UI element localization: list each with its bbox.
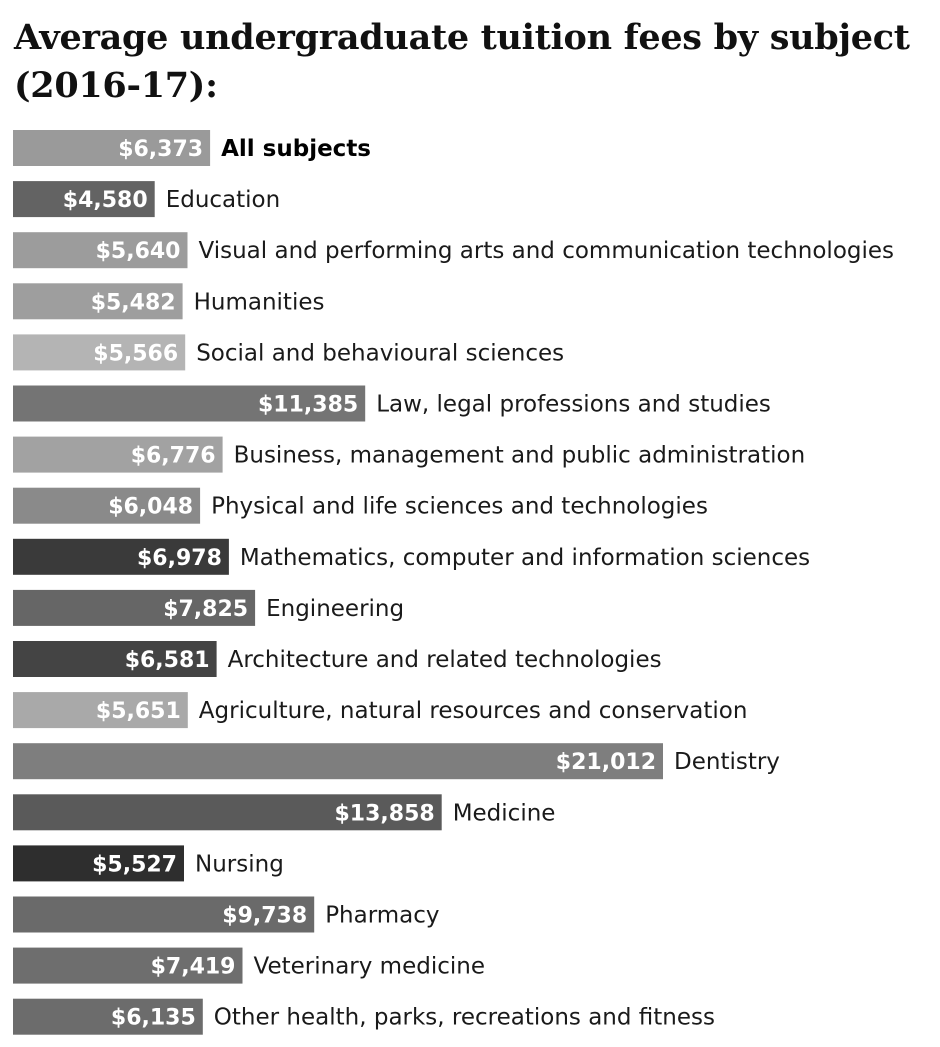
bar: [13, 845, 184, 882]
bar-value-label: $4,580: [63, 188, 148, 213]
category-label: Pharmacy: [325, 903, 439, 929]
bar: [13, 896, 315, 933]
bar-value-label: $7,825: [163, 597, 248, 622]
category-label: Social and behavioural sciences: [196, 340, 564, 366]
category-label: Veterinary medicine: [254, 954, 485, 980]
bar-value-label: $5,527: [92, 852, 177, 877]
bar: [13, 487, 201, 524]
bar: [13, 130, 211, 166]
bar-value-label: $6,581: [125, 648, 210, 673]
category-label: Medicine: [453, 800, 556, 826]
bar: [13, 232, 188, 269]
bar-value-label: $21,012: [556, 750, 656, 775]
bar-value-label: $5,482: [91, 290, 176, 315]
bar-value-label: $6,373: [118, 137, 203, 162]
category-label: Nursing: [195, 851, 284, 877]
category-label: All subjects: [221, 136, 371, 162]
bar: [13, 181, 155, 218]
category-label: Law, legal professions and studies: [376, 392, 771, 418]
bar-value-label: $5,651: [96, 699, 181, 724]
bar-value-label: $7,419: [151, 955, 236, 980]
bar: [13, 589, 256, 626]
bar: [13, 743, 663, 780]
bar: [13, 641, 217, 677]
category-label: Agriculture, natural resources and conse…: [199, 698, 748, 724]
bar-value-label: $6,048: [108, 495, 193, 520]
bar-value-label: $13,858: [334, 801, 434, 826]
bar-value-label: $11,385: [258, 393, 358, 418]
category-label: Mathematics, computer and information sc…: [240, 545, 810, 571]
category-label: Architecture and related technologies: [228, 647, 662, 673]
category-label: Physical and life sciences and technolog…: [211, 494, 708, 520]
bar: [13, 538, 229, 575]
category-label: Business, management and public administ…: [234, 443, 806, 469]
bars-group: $6,373 All subjects $4,580 Education $5,640 V…: [13, 130, 894, 1035]
category-label: Education: [166, 187, 281, 213]
bar: [13, 794, 442, 831]
bar: [13, 436, 223, 473]
category-label: Dentistry: [674, 749, 780, 775]
category-label: Other health, parks, recreations and fit…: [214, 1005, 715, 1031]
bar-value-label: $6,135: [111, 1006, 196, 1031]
bar: [13, 692, 188, 729]
bar-value-label: $9,738: [222, 904, 307, 929]
bar: [13, 947, 243, 984]
chart-title: Average undergraduate tuition fees by su…: [14, 17, 910, 106]
bar: [13, 998, 203, 1035]
category-label: Engineering: [266, 596, 404, 622]
category-label: Visual and performing arts and communica…: [199, 238, 895, 264]
bar: [13, 334, 186, 371]
category-label: Humanities: [194, 289, 325, 315]
bar-value-label: $5,640: [96, 239, 181, 264]
bar-value-label: $6,978: [137, 546, 222, 571]
bar: [13, 385, 366, 422]
bar-value-label: $6,776: [131, 444, 216, 469]
bar: [13, 283, 183, 320]
bar-value-label: $5,566: [93, 341, 178, 366]
